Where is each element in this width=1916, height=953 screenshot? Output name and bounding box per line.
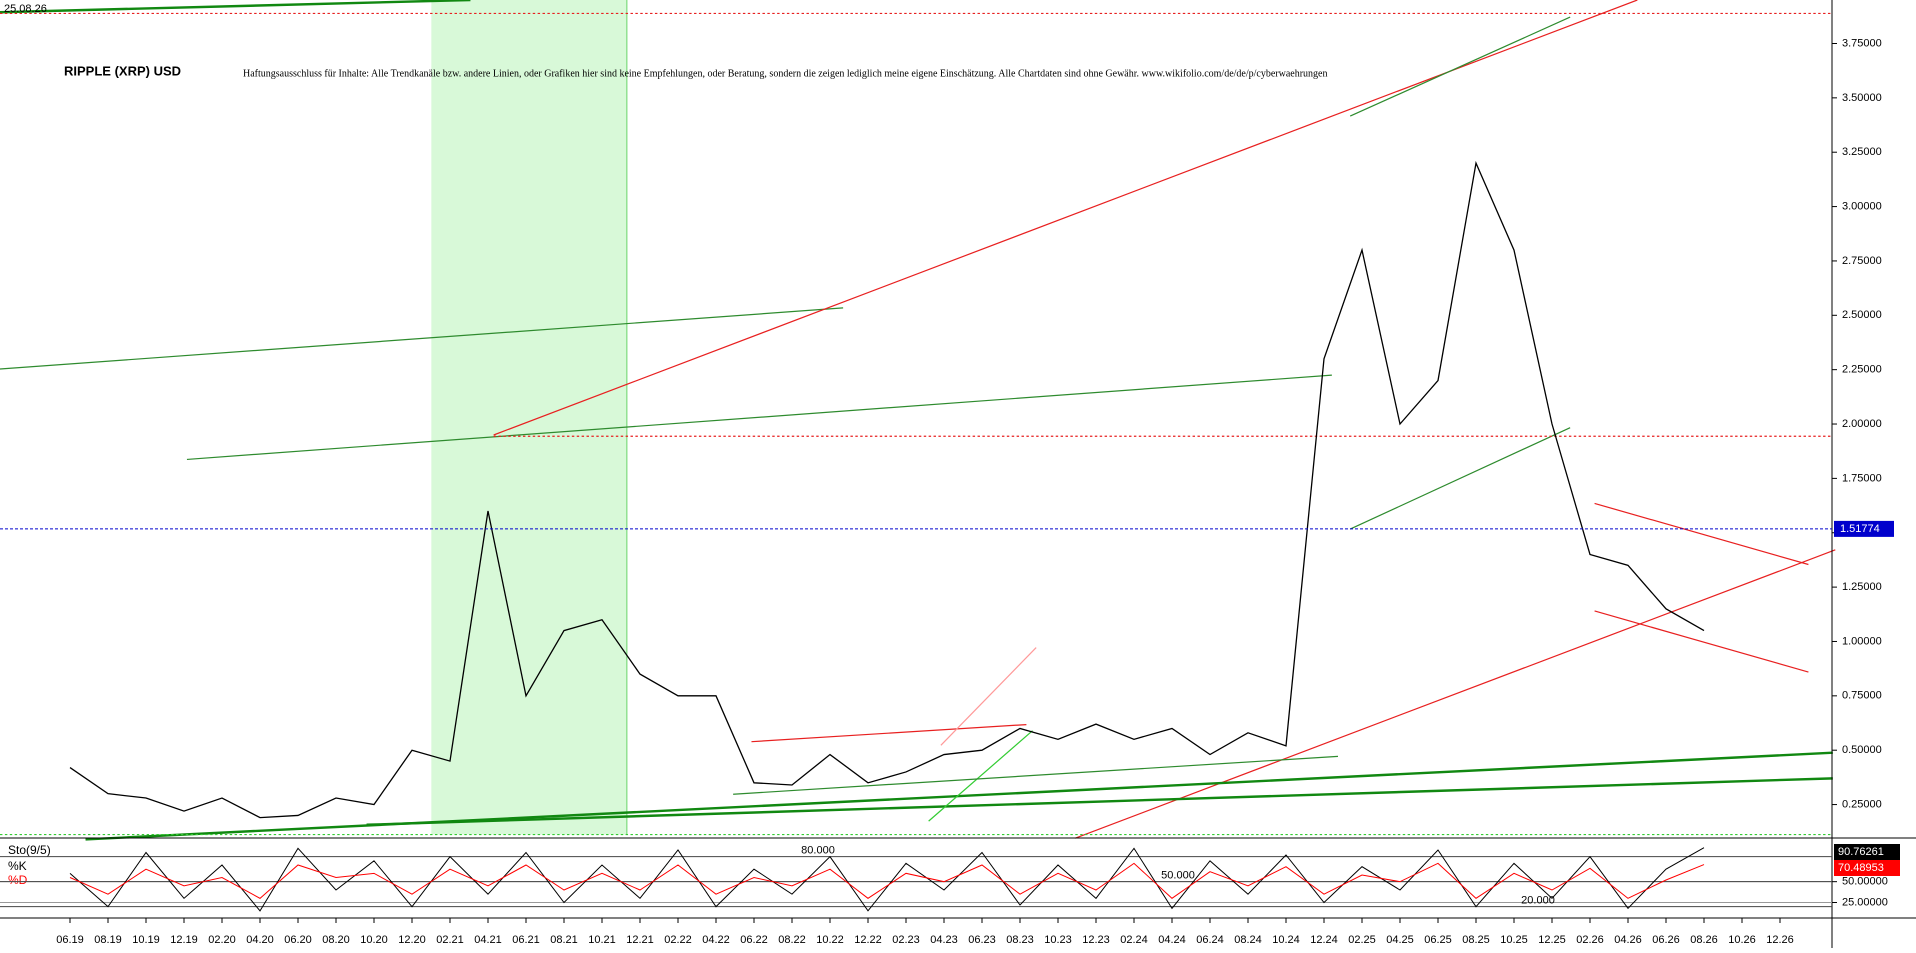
- x-tick-label: 06.26: [1652, 934, 1680, 946]
- x-tick-label: 08.19: [94, 934, 122, 946]
- x-tick-label: 04.22: [702, 934, 730, 946]
- x-tick-label: 08.23: [1006, 934, 1034, 946]
- trendline: [366, 777, 1833, 827]
- trendline: [1594, 610, 1809, 673]
- trendline: [0, 0, 471, 14]
- y-tick-label: 1.25000: [1842, 581, 1882, 593]
- x-tick-label: 12.24: [1310, 934, 1338, 946]
- highlight-band: [431, 0, 627, 835]
- value-tag: [1834, 860, 1900, 876]
- x-tick-label: 04.26: [1614, 934, 1642, 946]
- x-tick-label: 10.19: [132, 934, 160, 946]
- y-tick-label: 3.50000: [1842, 92, 1882, 104]
- x-tick-label: 12.25: [1538, 934, 1566, 946]
- x-tick-label: 10.21: [588, 934, 616, 946]
- x-tick-label: 06.21: [512, 934, 540, 946]
- data-line: [69, 847, 1705, 912]
- drawings: [0, 0, 1836, 841]
- x-tick-label: 10.26: [1728, 934, 1756, 946]
- trendline: [85, 751, 1833, 841]
- date: 25.08.26: [4, 3, 47, 15]
- x-tick-label: 02.22: [664, 934, 692, 946]
- y-tick-label: 25.00000: [1842, 896, 1888, 908]
- value-tag-label: 90.76261: [1838, 846, 1884, 858]
- y-tick-label: 3.75000: [1842, 37, 1882, 49]
- x-tick-label: 12.22: [854, 934, 882, 946]
- x-tick-label: 04.24: [1158, 934, 1186, 946]
- y-tick-label: 0.25000: [1842, 798, 1882, 810]
- trendline: [0, 307, 844, 370]
- y-tick-label: 2.50000: [1842, 309, 1882, 321]
- legend-entry: %K: [8, 859, 27, 873]
- x-tick-label: 12.26: [1766, 934, 1794, 946]
- y-tick-label: 0.50000: [1842, 744, 1882, 756]
- x-tick-label: 10.24: [1272, 934, 1300, 946]
- x-tick-label: 08.22: [778, 934, 806, 946]
- x-tick-label: 04.21: [474, 934, 502, 946]
- x-tick-label: 12.20: [398, 934, 426, 946]
- y-tick-label: 3.25000: [1842, 146, 1882, 158]
- disclaimer: Haftungsausschluss für Inhalte: Alle Tre…: [243, 68, 1328, 79]
- trendline: [186, 374, 1332, 461]
- x-tick-label: 06.23: [968, 934, 996, 946]
- x-tick-label: 06.22: [740, 934, 768, 946]
- legend-entry: %D: [8, 873, 28, 887]
- value-tag-label: 70.48953: [1838, 862, 1884, 874]
- chart-title: RIPPLE (XRP) USD: [64, 63, 181, 78]
- x-tick-label: 08.26: [1690, 934, 1718, 946]
- x-tick-label: 08.21: [550, 934, 578, 946]
- x-tick-label: 10.25: [1500, 934, 1528, 946]
- x-tick-label: 02.23: [892, 934, 920, 946]
- x-tick-label: 10.22: [816, 934, 844, 946]
- trendline: [751, 723, 1027, 743]
- x-tick-label: 06.19: [56, 934, 84, 946]
- x-tick-label: 12.23: [1082, 934, 1110, 946]
- y-tick-label: 3.00000: [1842, 200, 1882, 212]
- x-tick-label: 08.24: [1234, 934, 1262, 946]
- level-label: 80.000: [801, 845, 835, 857]
- y-tick-label: 2.00000: [1842, 418, 1882, 430]
- x-tick-label: 06.25: [1424, 934, 1452, 946]
- level-label: 50.000: [1161, 870, 1195, 882]
- x-tick-label: 02.26: [1576, 934, 1604, 946]
- trendline: [1349, 427, 1571, 530]
- x-tick-label: 04.25: [1386, 934, 1414, 946]
- x-tick-label: 12.19: [170, 934, 198, 946]
- price-tag: [1834, 520, 1894, 537]
- trendline: [493, 0, 1638, 436]
- x-tick-label: 02.20: [208, 934, 236, 946]
- y-tick-label: 0.75000: [1842, 690, 1882, 702]
- x-tick-label: 02.25: [1348, 934, 1376, 946]
- trendline: [1075, 549, 1836, 839]
- x-tick-label: 04.23: [930, 934, 958, 946]
- y-tick-label: 2.75000: [1842, 255, 1882, 267]
- trendline: [928, 730, 1033, 822]
- x-tick-label: 12.21: [626, 934, 654, 946]
- x-tick-label: 02.21: [436, 934, 464, 946]
- x-tick-label: 08.20: [322, 934, 350, 946]
- value-tag: [1834, 844, 1900, 860]
- data-line: [69, 160, 1705, 819]
- indicator-title: Sto(9/5): [8, 843, 51, 857]
- x-tick-label: 10.20: [360, 934, 388, 946]
- x-tick-label: 10.23: [1044, 934, 1072, 946]
- y-tick-label: 50.00000: [1842, 876, 1888, 888]
- price-tag-label: 1.51774: [1840, 523, 1880, 535]
- x-tick-label: 04.20: [246, 934, 274, 946]
- trendline: [940, 647, 1037, 746]
- trendline: [733, 755, 1339, 795]
- data-line: [69, 862, 1705, 899]
- y-tick-label: 1.75000: [1842, 472, 1882, 484]
- trendline: [1594, 502, 1809, 566]
- x-tick-label: 02.24: [1120, 934, 1148, 946]
- x-tick-label: 06.24: [1196, 934, 1224, 946]
- trendline: [1349, 16, 1571, 117]
- x-tick-label: 06.20: [284, 934, 312, 946]
- y-tick-label: 2.25000: [1842, 364, 1882, 376]
- level-label: 20.000: [1521, 895, 1555, 907]
- y-tick-label: 1.00000: [1842, 635, 1882, 647]
- x-tick-label: 08.25: [1462, 934, 1490, 946]
